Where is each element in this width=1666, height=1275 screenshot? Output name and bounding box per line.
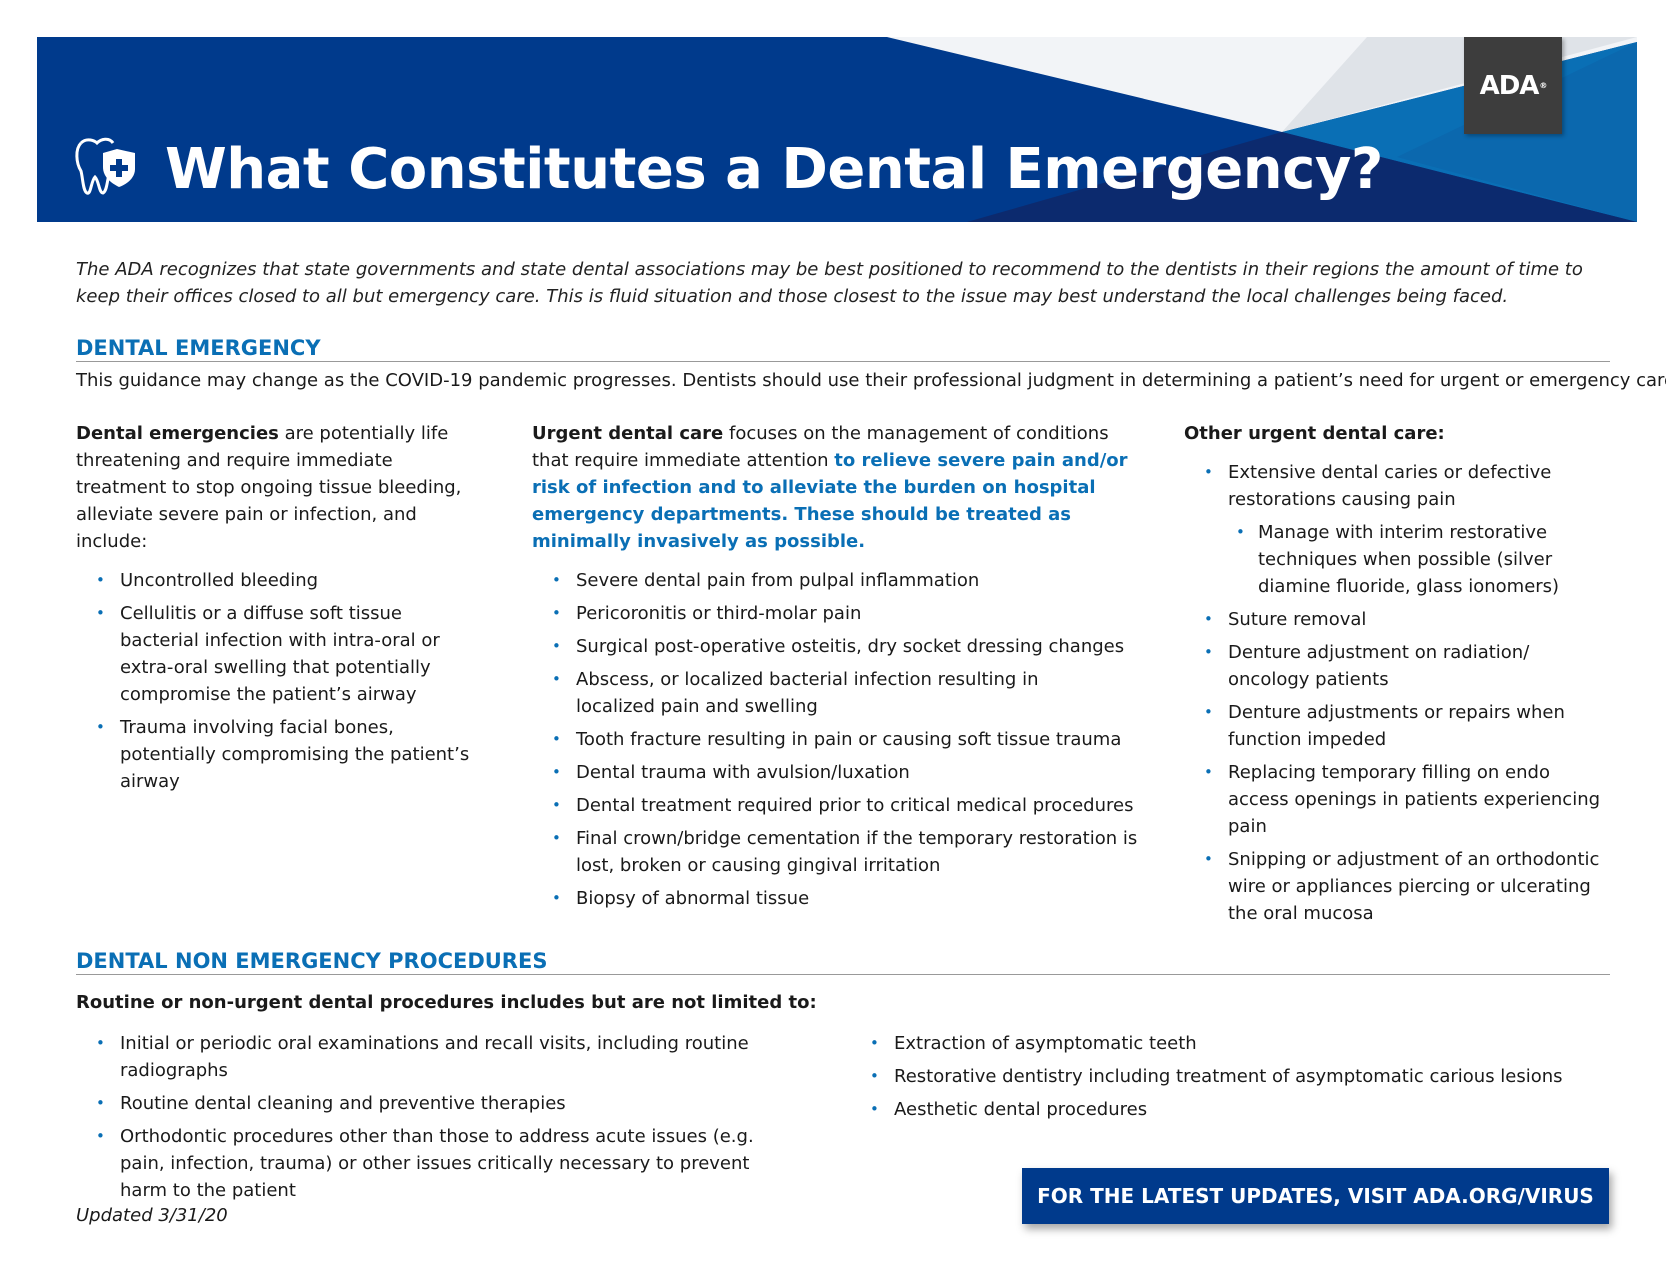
other-urgent-list: Extensive dental caries or defective res…	[1184, 459, 1604, 927]
other-urgent-column: Other urgent dental care: Extensive dent…	[1184, 420, 1604, 933]
list-item: Snipping or adjustment of an orthodontic…	[1184, 846, 1604, 927]
non-emergency-left: Initial or periodic oral examinations an…	[76, 1030, 816, 1210]
latest-updates-link[interactable]: FOR THE LATEST UPDATES, VISIT ADA.ORG/VI…	[1022, 1168, 1609, 1224]
ada-logo: ADA ®	[1464, 37, 1562, 134]
list-item: Surgical post-operative osteitis, dry so…	[532, 633, 1162, 660]
banner-background	[37, 37, 1637, 222]
list-item: Biopsy of abnormal tissue	[532, 885, 1162, 912]
list-item: Trauma involving facial bones, potential…	[76, 714, 476, 795]
list-item: Cellulitis or a diffuse soft tissue bact…	[76, 600, 476, 708]
list-item: Tooth fracture resulting in pain or caus…	[532, 726, 1162, 753]
routine-lead: Routine or non-urgent dental procedures …	[76, 992, 817, 1013]
list-item: Dental treatment required prior to criti…	[532, 792, 1162, 819]
non-emergency-list-left: Initial or periodic oral examinations an…	[76, 1030, 816, 1204]
list-item: Severe dental pain from pulpal inflammat…	[532, 567, 1162, 594]
list-item: Restorative dentistry including treatmen…	[850, 1063, 1610, 1090]
list-item: Initial or periodic oral examinations an…	[76, 1030, 816, 1084]
sub-list-item: Manage with interim restorative techniqu…	[1228, 519, 1604, 600]
non-emergency-right: Extraction of asymptomatic teeth Restora…	[850, 1030, 1610, 1129]
list-item: Abscess, or localized bacterial infectio…	[532, 666, 1096, 720]
emergencies-lead: Dental emergencies are potentially life …	[76, 423, 462, 552]
urgent-care-lead: Urgent dental care focuses on the manage…	[532, 423, 1128, 552]
header-banner: What Constitutes a Dental Emergency? ADA…	[37, 37, 1637, 222]
sub-list: Manage with interim restorative techniqu…	[1228, 519, 1604, 600]
list-item: Replacing temporary filling on endo acce…	[1184, 759, 1604, 840]
dental-emergency-heading: DENTAL EMERGENCY	[76, 336, 1610, 362]
list-item: Uncontrolled bleeding	[76, 567, 476, 594]
urgent-care-column: Urgent dental care focuses on the manage…	[532, 420, 1162, 918]
list-item: Dental trauma with avulsion/luxation	[532, 759, 1162, 786]
urgent-care-list: Severe dental pain from pulpal inflammat…	[532, 567, 1162, 912]
list-item: Extraction of asymptomatic teeth	[850, 1030, 1610, 1057]
non-emergency-list-right: Extraction of asymptomatic teeth Restora…	[850, 1030, 1610, 1123]
list-item: Denture adjustments or repairs when func…	[1184, 699, 1604, 753]
list-item: Orthodontic procedures other than those …	[76, 1123, 780, 1204]
non-emergency-heading: DENTAL NON EMERGENCY PROCEDURES	[76, 949, 1610, 975]
list-item: Suture removal	[1184, 606, 1604, 633]
guidance-text: This guidance may change as the COVID-19…	[76, 370, 1666, 391]
list-item: Routine dental cleaning and preventive t…	[76, 1090, 816, 1117]
emergencies-column: Dental emergencies are potentially life …	[76, 420, 476, 801]
list-item: Denture adjustment on radiation/ oncolog…	[1184, 639, 1548, 693]
list-item: Aesthetic dental procedures	[850, 1096, 1610, 1123]
list-item: Final crown/bridge cementation if the te…	[532, 825, 1162, 879]
page-title: What Constitutes a Dental Emergency?	[165, 137, 1383, 202]
list-item: Extensive dental caries or defective res…	[1184, 459, 1604, 600]
other-urgent-heading: Other urgent dental care:	[1184, 423, 1445, 444]
intro-text: The ADA recognizes that state government…	[76, 259, 1583, 307]
tooth-shield-plus-icon	[75, 137, 135, 195]
updated-date: Updated 3/31/20	[76, 1205, 228, 1226]
list-item: Pericoronitis or third-molar pain	[532, 600, 1162, 627]
emergencies-list: Uncontrolled bleeding Cellulitis or a di…	[76, 567, 476, 795]
